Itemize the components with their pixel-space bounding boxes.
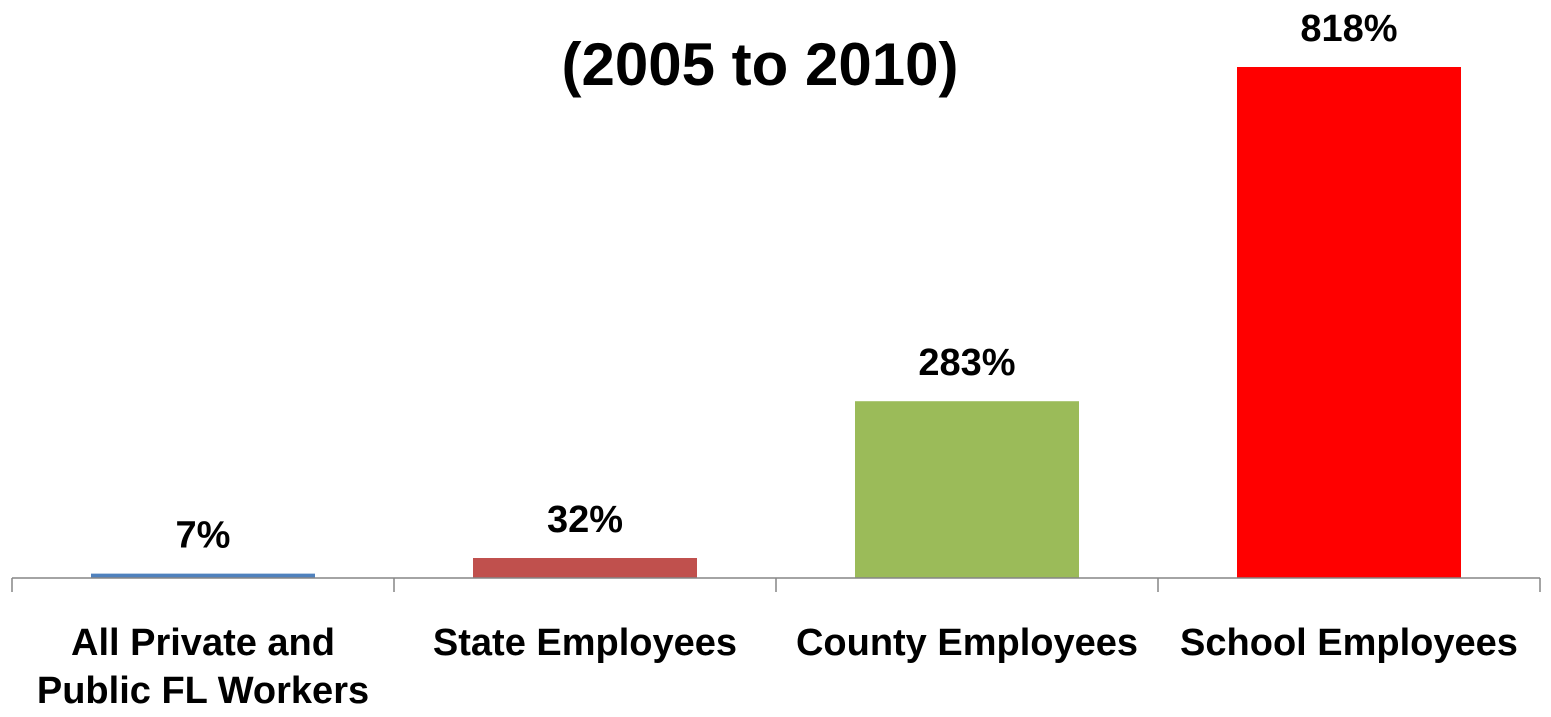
tick-label-line: All Private and bbox=[71, 622, 335, 664]
tick-label-line: State Employees bbox=[433, 622, 737, 664]
bar-1 bbox=[473, 558, 697, 578]
tick-label-3: School Employees bbox=[1180, 622, 1518, 664]
bar-2 bbox=[855, 401, 1079, 578]
tick-label-0: All Private and Public FL Workers bbox=[37, 622, 369, 712]
bar-3 bbox=[1237, 67, 1461, 578]
data-label-1: 32% bbox=[547, 499, 623, 541]
chart-title: (2005 to 2010) bbox=[562, 31, 959, 98]
labels-layer: 7% All Private and Public FL Workers 32% Sta… bbox=[37, 8, 1518, 712]
tick-label-2: County Employees bbox=[796, 622, 1138, 664]
x-axis bbox=[11, 577, 1541, 592]
bar-0 bbox=[91, 573, 315, 578]
tick-label-line: Public FL Workers bbox=[37, 670, 369, 712]
tick-label-1: State Employees bbox=[433, 622, 737, 664]
tick-label-line: County Employees bbox=[796, 622, 1138, 664]
tick-label-line: School Employees bbox=[1180, 622, 1518, 664]
data-label-0: 7% bbox=[176, 515, 231, 557]
data-label-3: 818% bbox=[1300, 8, 1397, 50]
bars-layer bbox=[91, 67, 1461, 578]
data-label-2: 283% bbox=[918, 342, 1015, 384]
